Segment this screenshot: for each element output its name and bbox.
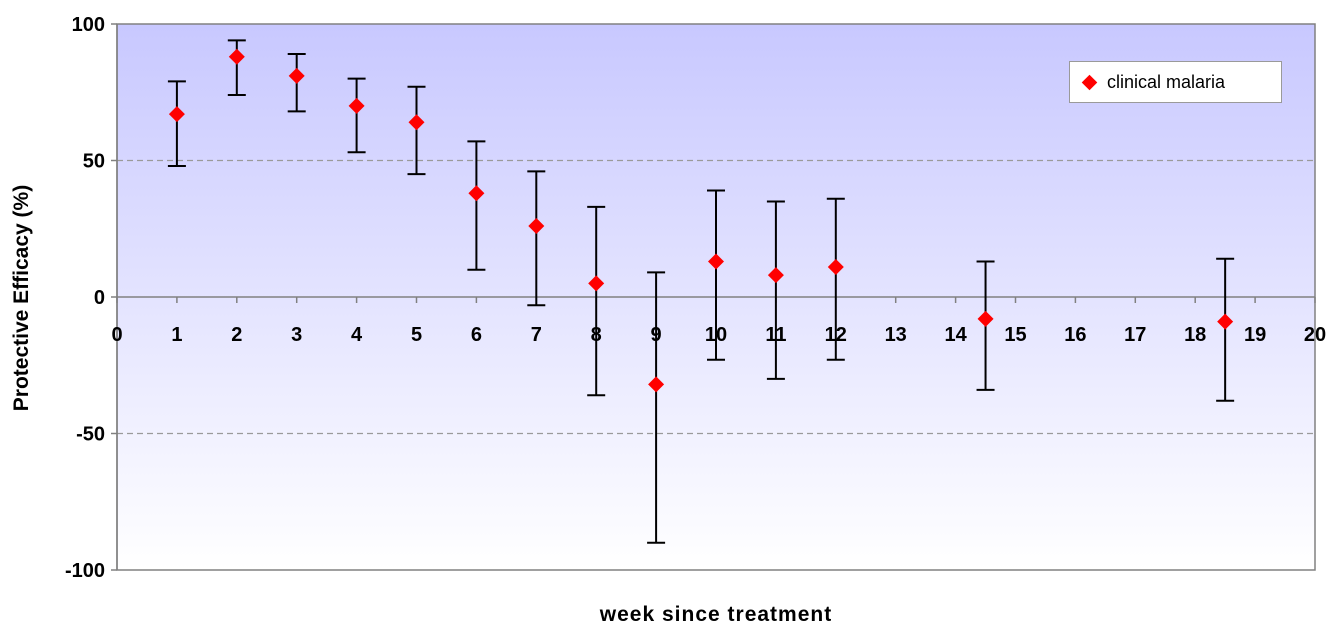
x-tick-label: 20 [1304, 324, 1326, 346]
data-point [708, 253, 724, 270]
data-point [348, 97, 365, 114]
x-tick-label: 0 [111, 324, 122, 346]
x-tick-label: 18 [1184, 324, 1206, 346]
y-tick-label: -50 [76, 424, 105, 446]
x-tick-label: 2 [231, 324, 242, 346]
data-point [528, 218, 545, 235]
data-point [648, 376, 665, 393]
x-tick-label: 3 [291, 324, 302, 346]
legend: clinical malaria [1069, 61, 1282, 103]
x-tick-label: 6 [471, 324, 482, 346]
x-tick-label: 4 [351, 324, 363, 346]
y-tick-label: -100 [65, 560, 105, 582]
data-point [977, 310, 994, 327]
data-point [767, 267, 784, 284]
y-tick-label: 0 [94, 287, 105, 309]
data-point [827, 258, 844, 275]
data-point [468, 185, 485, 202]
data-point [588, 275, 605, 292]
x-tick-label: 14 [944, 324, 967, 346]
x-tick-label: 15 [1004, 324, 1026, 346]
legend-diamond-icon [1081, 74, 1098, 90]
data-point [228, 48, 245, 65]
x-tick-label: 17 [1124, 324, 1146, 346]
x-tick-label: 19 [1244, 324, 1266, 346]
y-tick-label: 100 [72, 14, 105, 36]
x-tick-label: 13 [885, 324, 907, 346]
y-tick-label: 50 [83, 151, 105, 173]
x-tick-label: 16 [1064, 324, 1086, 346]
legend-label: clinical malaria [1107, 71, 1226, 92]
x-axis-title: week since treatment [599, 603, 833, 626]
data-point [168, 106, 185, 123]
x-tick-label: 1 [171, 324, 182, 346]
data-point [408, 114, 425, 131]
x-tick-label: 7 [531, 324, 542, 346]
data-point [1217, 313, 1234, 330]
y-axis-title: Protective Efficacy (%) [10, 184, 33, 412]
x-tick-label: 5 [411, 324, 422, 346]
data-point [288, 67, 305, 84]
